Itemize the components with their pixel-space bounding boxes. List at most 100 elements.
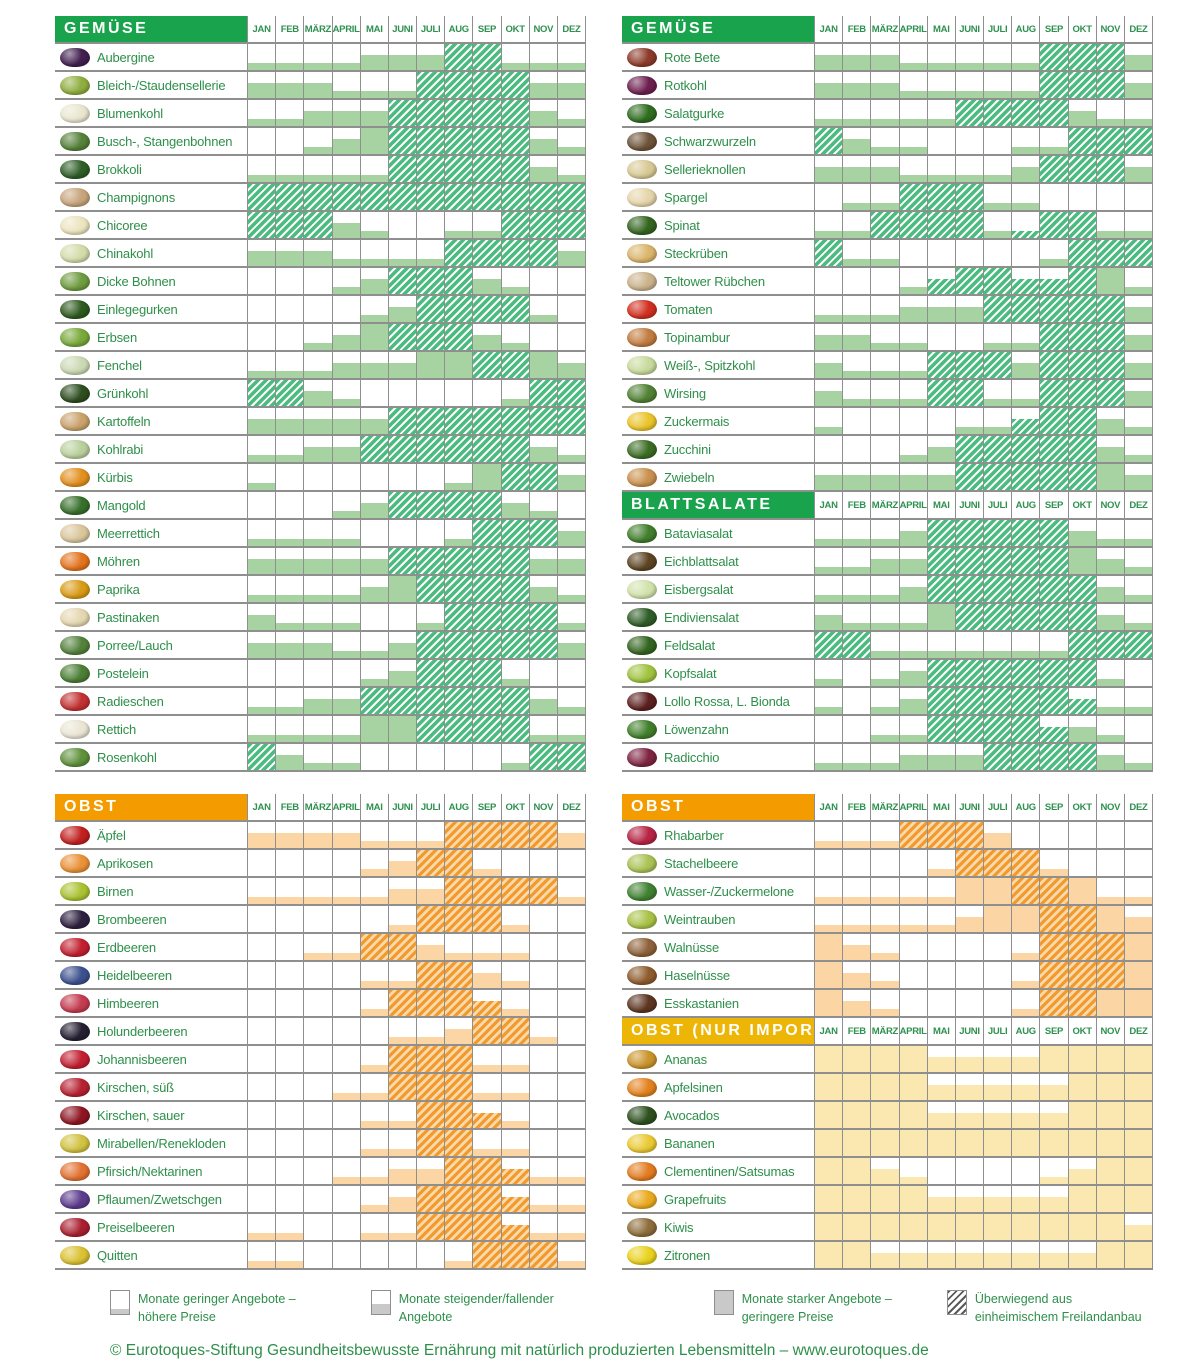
month-cell [1067,520,1096,546]
month-cell [500,850,529,876]
month-cell [556,744,587,770]
availability-fill [1096,990,1124,1016]
month-cell [842,990,871,1016]
avocados-icon [627,1105,657,1125]
weintrauben-icon [627,909,657,929]
month-cell [275,878,304,904]
month-cell [842,962,871,988]
month-cell [842,324,871,350]
availability-fill [984,100,1012,126]
month-cell [870,744,899,770]
availability-fill [332,734,360,742]
month-cell [870,464,899,490]
salatgurke-icon [627,103,657,123]
row-label-cell: Preiselbeeren [55,1214,247,1240]
availability-fill [1040,1214,1068,1240]
month-cell [247,744,276,770]
availability-fill [815,594,843,602]
month-cell [472,492,501,518]
month-cell [387,464,416,490]
row-label-cell: Möhren [55,548,247,574]
availability-fill [1012,436,1040,462]
availability-fill [445,850,473,876]
row-label-cell: Zuckermais [622,408,814,434]
table-row: Kürbis [55,464,587,492]
table-row: Paprika [55,576,587,604]
month-cell [500,44,529,70]
month-cell [556,822,587,848]
availability-fill [304,212,332,238]
low-supply-swatch-icon [110,1290,130,1315]
month-cell [870,296,899,322]
availability-fill [1096,934,1124,960]
availability-fill [955,822,984,848]
month-cell [870,990,899,1016]
availability-fill [1124,426,1153,434]
quitten-icon [60,1245,90,1265]
availability-fill [843,924,871,932]
month-cell [954,1186,984,1212]
availability-fill [871,1046,899,1072]
table-row: Zitronen [622,1242,1154,1270]
month-cell [1011,990,1040,1016]
month-cell [556,436,587,462]
availability-fill [445,1102,473,1128]
availability-fill [815,118,843,126]
table-row: Salatgurke [622,100,1154,128]
month-cell [954,716,984,742]
month-cell [247,1130,275,1156]
availability-fill [445,878,473,904]
month-cell [926,520,955,546]
month-cell [387,878,417,904]
month-cell [926,744,955,770]
month-cell [926,1102,955,1128]
availability-fill [871,146,899,154]
month-cell [331,464,360,490]
availability-fill [417,622,445,630]
month-cell [472,962,501,988]
month-cell [500,1158,529,1184]
availability-fill [815,896,843,904]
month-cell [416,464,444,490]
month-cell [1067,268,1096,294]
table-row: Erdbeeren [55,934,587,962]
kartoffeln-icon [60,411,90,431]
month-cell [1039,744,1068,770]
availability-fill [501,688,529,714]
month-header: JUNI [954,1018,983,1044]
availability-fill [1040,727,1068,742]
row-label: Zitronen [664,1247,711,1263]
row-label-cell: Rettich [55,716,247,742]
month-cell [528,604,557,630]
month-cell [983,1214,1012,1240]
month-cell [814,352,843,378]
month-cell [303,1074,331,1100]
month-cell [444,240,473,266]
row-label: Rotkohl [664,77,707,93]
month-cell [303,156,332,182]
availability-fill [1068,531,1096,546]
availability-fill [899,90,927,98]
availability-fill [1096,419,1124,434]
availability-fill [815,363,843,378]
month-cell [472,1158,501,1184]
month-cell [275,716,304,742]
month-cell [528,688,557,714]
month-cell [275,184,304,210]
month-cell [842,548,871,574]
availability-fill [276,896,304,904]
availability-fill [388,1036,417,1044]
month-cell [870,716,899,742]
month-cell [1095,1158,1124,1184]
availability-fill [1124,307,1153,322]
availability-fill [843,314,871,322]
month-cell [870,878,899,904]
availability-fill [871,1008,899,1016]
month-cell [1095,632,1124,658]
availability-fill [1096,118,1124,126]
availability-fill [529,240,557,266]
availability-fill [304,391,332,406]
month-cell [1123,744,1154,770]
availability-fill [417,716,445,742]
row-label: Kürbis [97,469,133,485]
